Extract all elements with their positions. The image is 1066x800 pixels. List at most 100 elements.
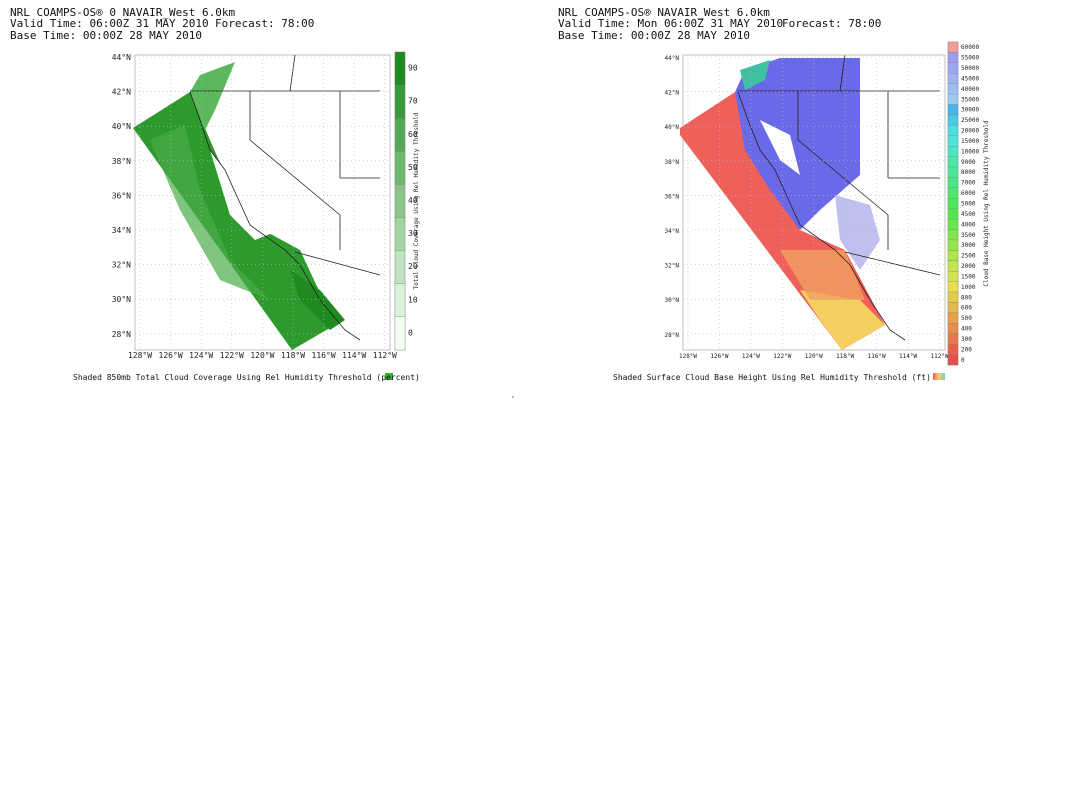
colorbar-label: 6000 (961, 190, 976, 197)
lon-label: 114°W (342, 351, 366, 360)
colorbar-label: 1000 (961, 284, 976, 291)
lat-label: 42°N (665, 90, 680, 97)
colorbar-box (947, 73, 959, 84)
colorbar-box (394, 250, 406, 284)
colorbar-label: 15000 (961, 138, 979, 145)
colorbar-title: Total Cloud Coverage Using Rel Humidity … (413, 112, 420, 289)
forecast: Forecast: 78:00 (215, 17, 314, 30)
colorbar-box (947, 354, 959, 366)
colorbar-box (947, 250, 959, 261)
lat-label: 44°N (665, 55, 680, 62)
colorbar-label: 0 (408, 328, 413, 337)
colorbar-box (394, 184, 406, 218)
colorbar-box (394, 51, 406, 86)
colorbar-box (947, 125, 959, 136)
lat-label: 30°N (665, 297, 680, 304)
colorbar-label: 40 (408, 196, 418, 205)
lon-label: 116°W (312, 351, 336, 360)
colorbar-label: 2000 (961, 263, 976, 270)
caption: Shaded Surface Cloud Base Height Using R… (613, 373, 931, 382)
base-time: Base Time: 00:00Z 28 MAY 2010 (558, 29, 750, 42)
caption: Shaded 850mb Total Cloud Coverage Using … (73, 373, 420, 382)
colorbar-label: 500 (961, 315, 972, 322)
lat-label: 36°N (112, 191, 131, 200)
colorbar-label: 10000 (961, 148, 979, 155)
colorbar-label: 90 (408, 64, 418, 73)
colorbar-label: 5000 (961, 201, 976, 208)
lon-label: 126°W (159, 351, 183, 360)
colorbar-label: 20000 (961, 128, 979, 135)
title: NRL COAMPS-OS® 0 NAVAIR_West 6.0km (10, 6, 236, 19)
lon-label: 118°W (836, 353, 854, 360)
colorbar-label: 30 (408, 229, 418, 238)
colorbar-box (947, 177, 959, 189)
lon-label: 118°W (281, 351, 305, 360)
colorbar-box (947, 229, 959, 241)
colorbar-label: 30000 (961, 107, 979, 114)
colorbar-label: 3500 (961, 232, 976, 239)
lat-label: 34°N (112, 226, 131, 235)
colorbar-box (947, 333, 959, 345)
colorbar-label: 8000 (961, 169, 976, 176)
dot (512, 396, 514, 398)
colorbar-box (947, 52, 959, 63)
cloud-area (290, 270, 345, 330)
colorbar-label: 7000 (961, 180, 976, 187)
colorbar-box (947, 93, 959, 105)
clear-area (210, 150, 280, 240)
colorbar-box (947, 344, 959, 355)
left-map (133, 51, 406, 380)
clear-area (760, 120, 800, 175)
colorbar-box (947, 208, 959, 220)
colorbar-label: 60 (408, 130, 418, 139)
colorbar-label: 4500 (961, 211, 976, 218)
colorbar-box (394, 217, 406, 251)
title: NRL COAMPS-OS® NAVAIR_West 6.0km (558, 6, 770, 19)
lon-label: 124°W (189, 351, 213, 360)
lat-label: 40°N (665, 124, 680, 131)
colorbar-box (394, 84, 406, 119)
colorbar-label: 25000 (961, 117, 979, 124)
cloud-base-area (780, 250, 865, 300)
colorbar-box (947, 187, 959, 199)
lat-label: 38°N (665, 159, 680, 166)
colorbar-label: 70 (408, 97, 418, 106)
valid-time: Valid Time: Mon 06:00Z 31 MAY 2010 (558, 17, 783, 30)
lon-label: 120°W (805, 353, 823, 360)
colorbar-label: 40000 (961, 86, 979, 93)
right-map (680, 41, 959, 380)
lat-label: 42°N (112, 88, 131, 97)
colorbar-box (947, 114, 959, 126)
colorbar-label: 300 (961, 336, 972, 343)
colorbar-label: 200 (961, 346, 972, 353)
cloud-base-area (735, 58, 860, 230)
cloud-base-area (740, 60, 770, 90)
colorbar-box (947, 83, 959, 95)
colorbar-box (947, 218, 959, 230)
colorbar-box (947, 323, 959, 334)
forecast: Forecast: 78:00 (782, 17, 881, 30)
coastline (737, 91, 906, 341)
colorbar-box (947, 271, 959, 282)
lon-label: 128°W (128, 351, 152, 360)
colorbar-label: 800 (961, 294, 972, 301)
cloud-base-area (835, 195, 880, 270)
colorbar-box (947, 166, 959, 178)
colorbar-label: 1500 (961, 273, 976, 280)
lon-label: 122°W (773, 353, 791, 360)
colorbar-label: 20 (408, 262, 418, 271)
colorbar-label: 10 (408, 295, 418, 304)
colorbar-label: 60000 (961, 44, 979, 51)
caption-swatch (385, 373, 393, 380)
lon-label: 120°W (250, 351, 274, 360)
colorbar-label: 45000 (961, 75, 979, 82)
lat-label: 30°N (112, 295, 131, 304)
colorbar-label: 35000 (961, 96, 979, 103)
colorbar-box (947, 104, 959, 116)
colorbar-box (947, 291, 959, 303)
colorbar-box (947, 135, 959, 147)
lat-label: 28°N (112, 330, 131, 339)
lon-label: 114°W (899, 353, 917, 360)
colorbar-box (947, 302, 959, 314)
